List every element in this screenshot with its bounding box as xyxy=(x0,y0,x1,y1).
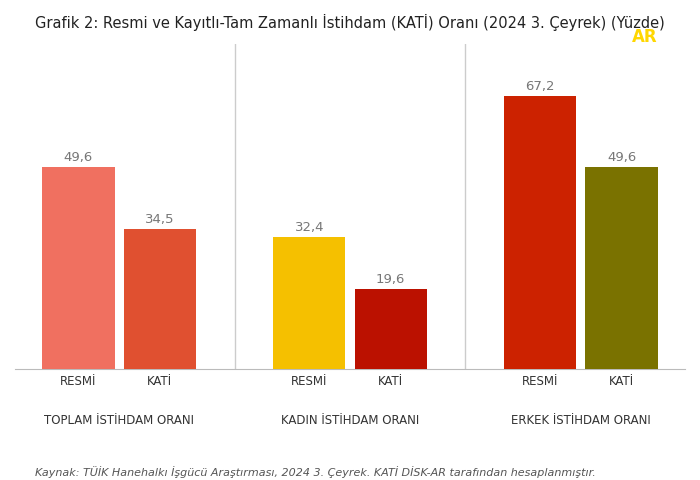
Text: DİSK: DİSK xyxy=(568,28,613,47)
Bar xyxy=(354,289,427,369)
Text: 19,6: 19,6 xyxy=(376,273,405,286)
Bar xyxy=(273,238,346,369)
Text: AR: AR xyxy=(632,28,657,47)
Text: 49,6: 49,6 xyxy=(64,151,93,164)
Text: ERKEK İSTİHDAM ORANI: ERKEK İSTİHDAM ORANI xyxy=(511,414,651,427)
Text: 49,6: 49,6 xyxy=(607,151,636,164)
Bar xyxy=(42,168,115,369)
Text: KADIN İSTİHDAM ORANI: KADIN İSTİHDAM ORANI xyxy=(281,414,419,427)
Text: DEVRİMCİ İŞÇİ SENDİKALARI KONFEDERASYONU: DEVRİMCİ İŞÇİ SENDİKALARI KONFEDERASYONU xyxy=(571,54,664,59)
Text: 67,2: 67,2 xyxy=(526,80,555,93)
Text: Kaynak: TÜİK Hanehalkı İşgücü Araştırması, 2024 3. Çeyrek. KATİ DİSK-AR tarafınd: Kaynak: TÜİK Hanehalkı İşgücü Araştırmas… xyxy=(35,466,596,478)
Bar xyxy=(585,168,658,369)
Text: 34,5: 34,5 xyxy=(145,213,174,226)
Text: 32,4: 32,4 xyxy=(295,221,324,234)
Text: TOPLAM İSTİHDAM ORANI: TOPLAM İSTİHDAM ORANI xyxy=(44,414,194,427)
Bar xyxy=(504,96,576,369)
Text: Grafik 2: Resmi ve Kayıtlı-Tam Zamanlı İstihdam (KATİ) Oranı (2024 3. Çeyrek) (Y: Grafik 2: Resmi ve Kayıtlı-Tam Zamanlı İ… xyxy=(35,14,665,31)
Bar xyxy=(124,229,196,369)
